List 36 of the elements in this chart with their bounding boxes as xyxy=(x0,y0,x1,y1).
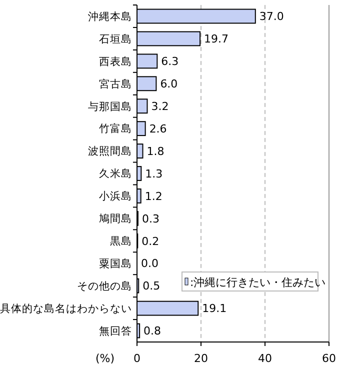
data-label: 19.7 xyxy=(204,32,229,46)
legend-label: :沖縄に行きたい・住みたい xyxy=(190,276,326,289)
data-label: 2.6 xyxy=(149,122,167,136)
x-tick-label: 60 xyxy=(322,352,336,365)
x-tick-label: 0 xyxy=(134,352,140,365)
data-label: 0.3 xyxy=(142,212,160,226)
y-tick-label: 小浜島 xyxy=(99,190,132,203)
y-tick-label: その他の島 xyxy=(77,280,132,293)
data-label: 0.5 xyxy=(142,280,160,293)
data-label: 0.0 xyxy=(141,257,158,270)
y-tick-label: 無回答 xyxy=(99,325,132,338)
data-label: 1.3 xyxy=(145,167,163,180)
y-tick-label: 具体的な島名はわからない xyxy=(0,302,132,315)
x-tick-label: 40 xyxy=(258,352,272,365)
y-tick-label: 久米島 xyxy=(99,167,132,180)
data-label: 19.1 xyxy=(202,302,227,316)
data-label: 6.3 xyxy=(161,55,179,68)
data-label: 1.2 xyxy=(144,190,162,203)
y-tick-label: 粟国島 xyxy=(99,257,132,270)
data-label: 37.0 xyxy=(259,10,284,24)
y-tick-label: 沖縄本島 xyxy=(88,10,132,23)
y-tick-label: 波照間島 xyxy=(88,144,132,158)
y-tick-label: 西表島 xyxy=(99,54,132,68)
y-tick-label: 鳩間島 xyxy=(99,212,132,226)
y-tick-label: 黒島 xyxy=(110,234,132,248)
data-label: 6.0 xyxy=(160,77,178,90)
x-tick-label: 20 xyxy=(194,352,208,365)
y-tick-label: 石垣島 xyxy=(99,32,132,46)
x-axis-title: (%) xyxy=(95,352,115,365)
data-label: 3.2 xyxy=(151,100,169,113)
data-label: 0.2 xyxy=(142,234,160,248)
y-tick-label: 与那国島 xyxy=(88,100,132,113)
data-label: 0.8 xyxy=(144,324,162,338)
data-label: 1.8 xyxy=(146,144,164,158)
y-tick-label: 宮古島 xyxy=(99,77,132,90)
y-tick-label: 竹富島 xyxy=(99,122,132,136)
